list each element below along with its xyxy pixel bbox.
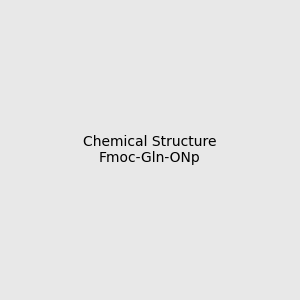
Text: Chemical Structure
Fmoc-Gln-ONp: Chemical Structure Fmoc-Gln-ONp <box>83 135 217 165</box>
